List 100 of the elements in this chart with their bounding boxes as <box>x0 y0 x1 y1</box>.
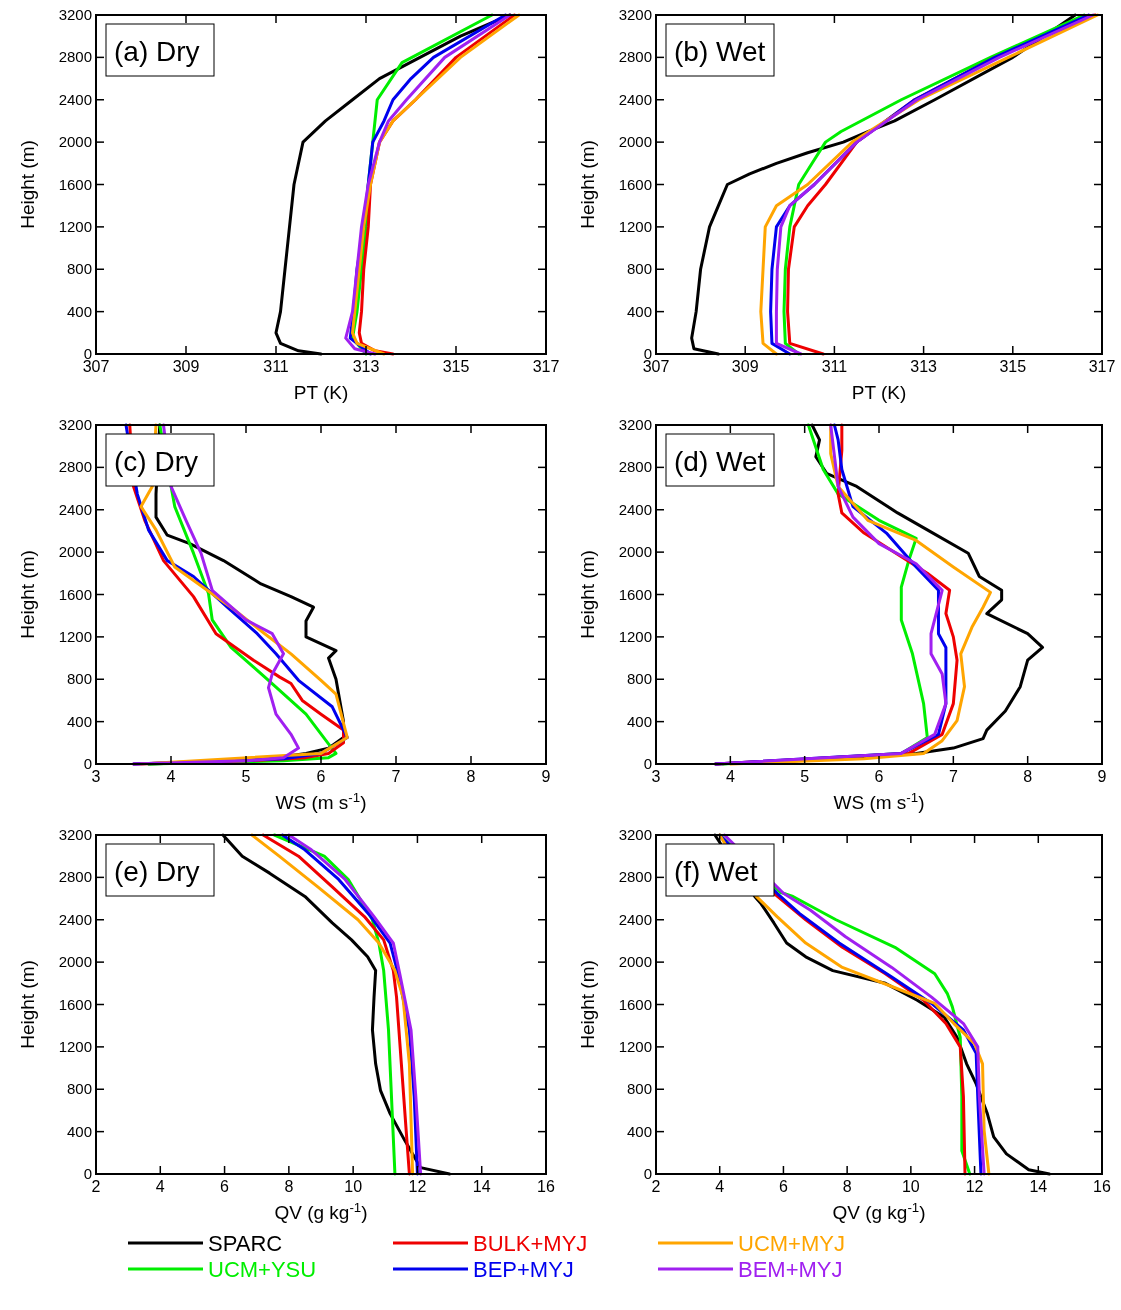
y-tick-label: 800 <box>66 670 92 688</box>
y-tick-label: 400 <box>66 1122 92 1140</box>
y-tick-label: 3200 <box>618 826 652 843</box>
x-tick-label: 311 <box>263 358 289 375</box>
y-tick-label: 2400 <box>618 90 652 108</box>
x-axis-title: QV (g kg$^{-1}$) <box>274 1199 368 1223</box>
y-tick-label: 0 <box>83 1165 92 1182</box>
legend-label: BEP+MYJ <box>473 1257 574 1282</box>
x-tick-label: 6 <box>874 768 884 785</box>
y-tick-label: 1600 <box>618 585 652 603</box>
x-tick-label: 4 <box>155 1178 165 1195</box>
y-tick-label: 2800 <box>58 48 92 66</box>
y-tick-label: 1200 <box>58 217 92 235</box>
x-axis-title: PT (K) <box>851 382 907 403</box>
x-tick-label: 2 <box>91 1178 101 1195</box>
x-tick-label: 7 <box>948 768 958 785</box>
y-tick-label: 2000 <box>618 953 652 971</box>
x-tick-label: 4 <box>166 768 176 785</box>
y-tick-label: 1600 <box>618 175 652 193</box>
y-tick-label: 1600 <box>58 995 92 1013</box>
x-tick-label: 5 <box>241 768 251 785</box>
x-tick-label: 6 <box>316 768 326 785</box>
legend-label: BULK+MYJ <box>473 1231 588 1256</box>
x-tick-label: 6 <box>778 1178 788 1195</box>
x-tick-label: 309 <box>731 358 759 375</box>
y-tick-label: 400 <box>626 302 652 320</box>
text: (a) Dry <box>114 36 200 67</box>
x-tick-label: 3 <box>651 768 661 785</box>
y-tick-label: 400 <box>626 1122 652 1140</box>
y-tick-label: 0 <box>643 1165 652 1182</box>
y-tick-label: 1600 <box>618 995 652 1013</box>
x-tick-label: 9 <box>1097 768 1107 785</box>
x-tick-label: 14 <box>1029 1178 1048 1195</box>
y-axis-title: Height (m) <box>577 550 598 639</box>
y-tick-label: 1600 <box>58 585 92 603</box>
x-tick-label: 16 <box>537 1178 555 1195</box>
y-tick-label: 2800 <box>58 458 92 476</box>
y-tick-label: 2000 <box>618 133 652 151</box>
y-tick-label: 1200 <box>58 1037 92 1055</box>
legend-label: BEM+MYJ <box>738 1257 843 1282</box>
y-tick-label: 2000 <box>618 543 652 561</box>
y-tick-label: 1200 <box>618 217 652 235</box>
y-tick-label: 0 <box>643 755 652 772</box>
x-tick-label: 10 <box>344 1178 363 1195</box>
x-tick-label: 309 <box>172 358 200 375</box>
x-tick-label: 313 <box>352 358 380 375</box>
x-tick-label: 4 <box>715 1178 725 1195</box>
x-axis-title: WS (m s$^{-1}$) <box>833 789 925 813</box>
y-tick-label: 2800 <box>618 868 652 886</box>
x-tick-label: 313 <box>910 358 938 375</box>
y-tick-label: 2800 <box>618 48 652 66</box>
x-axis-title: PT (K) <box>293 382 349 403</box>
y-tick-label: 800 <box>66 260 92 278</box>
x-tick-label: 311 <box>821 358 848 375</box>
legend-label: UCM+MYJ <box>738 1231 845 1256</box>
x-tick-label: 317 <box>532 358 560 375</box>
y-axis-title: Height (m) <box>577 140 598 229</box>
y-tick-label: 2000 <box>58 543 92 561</box>
y-tick-label: 1600 <box>58 175 92 193</box>
x-tick-label: 9 <box>541 768 551 785</box>
y-tick-label: 3200 <box>58 416 92 433</box>
y-tick-label: 1200 <box>58 627 92 645</box>
y-axis-title: Height (m) <box>17 140 38 229</box>
x-axis-title: QV (g kg$^{-1}$) <box>832 1199 926 1223</box>
x-tick-label: 12 <box>965 1178 984 1195</box>
y-tick-label: 2400 <box>58 90 92 108</box>
y-tick-label: 800 <box>626 670 652 688</box>
y-tick-label: 3200 <box>58 6 92 23</box>
y-tick-label: 400 <box>66 712 92 730</box>
text: (b) Wet <box>674 36 766 67</box>
x-tick-label: 7 <box>391 768 401 785</box>
x-tick-label: 6 <box>220 1178 230 1195</box>
x-tick-label: 12 <box>408 1178 427 1195</box>
y-axis-title: Height (m) <box>577 960 598 1049</box>
x-tick-label: 315 <box>442 358 470 375</box>
x-tick-label: 16 <box>1093 1178 1111 1195</box>
x-tick-label: 8 <box>1023 768 1033 785</box>
y-tick-label: 2400 <box>58 910 92 928</box>
x-tick-label: 5 <box>800 768 810 785</box>
y-tick-label: 2800 <box>618 458 652 476</box>
y-tick-label: 2000 <box>58 133 92 151</box>
text: (e) Dry <box>114 856 200 887</box>
x-tick-label: 8 <box>842 1178 852 1195</box>
y-tick-label: 1200 <box>618 1037 652 1055</box>
y-axis-title: Height (m) <box>17 960 38 1049</box>
text: (d) Wet <box>674 446 766 477</box>
x-tick-label: 315 <box>999 358 1027 375</box>
y-axis-title: Height (m) <box>17 550 38 639</box>
y-tick-label: 1200 <box>618 627 652 645</box>
x-tick-label: 3 <box>91 768 101 785</box>
y-tick-label: 2400 <box>618 910 652 928</box>
text: (f) Wet <box>674 856 758 887</box>
y-tick-label: 2800 <box>58 868 92 886</box>
x-tick-label: 317 <box>1088 358 1116 375</box>
y-tick-label: 2400 <box>58 500 92 518</box>
x-tick-label: 8 <box>466 768 476 785</box>
y-tick-label: 400 <box>626 712 652 730</box>
text: (c) Dry <box>114 446 198 477</box>
x-tick-label: 2 <box>651 1178 661 1195</box>
x-tick-label: 4 <box>725 768 735 785</box>
